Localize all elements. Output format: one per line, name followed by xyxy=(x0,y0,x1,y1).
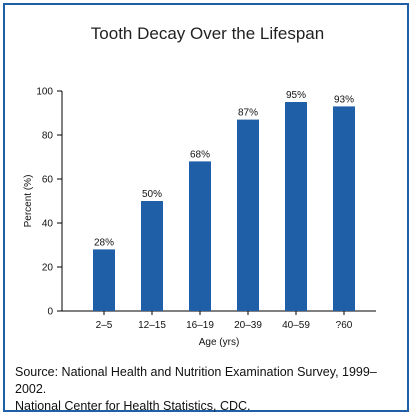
x-tick-labels: 2–5 12–15 16–19 20–39 40–59 ?60 xyxy=(96,311,353,331)
y-tick-label: 0 xyxy=(47,307,53,318)
y-axis-title: Percent (%) xyxy=(23,175,34,228)
chart-title: Tooth Decay Over the Lifespan xyxy=(90,24,325,43)
bar xyxy=(189,161,211,311)
bar xyxy=(141,201,163,311)
source-line-2: National Center for Health Statistics, C… xyxy=(15,399,251,413)
bar xyxy=(333,106,355,312)
data-label: 68% xyxy=(190,149,210,160)
x-tick-label: 16–19 xyxy=(186,320,214,331)
y-tick-label: 20 xyxy=(42,263,54,274)
data-label: 50% xyxy=(142,189,162,200)
source-note: Source: National Health and Nutrition Ex… xyxy=(15,364,405,415)
x-tick-label: 12–15 xyxy=(138,320,166,331)
y-tick-label: 60 xyxy=(42,175,54,186)
data-label: 93% xyxy=(334,94,354,105)
data-labels: 28% 50% 68% 87% 95% 93% xyxy=(94,90,354,248)
x-tick-label: 20–39 xyxy=(234,320,262,331)
data-label: 87% xyxy=(238,108,258,119)
y-tick-label: 40 xyxy=(42,219,54,230)
x-tick-label: 40–59 xyxy=(282,320,310,331)
bar xyxy=(93,249,115,311)
y-tick-labels: 0 20 40 60 80 100 xyxy=(36,87,62,318)
bar xyxy=(237,119,259,311)
bar-chart: 0 20 40 60 80 100 28% 50% 68% 87% 95% 93% 2–5 12–15… xyxy=(23,87,376,348)
data-label: 28% xyxy=(94,237,114,248)
y-tick-label: 80 xyxy=(42,131,54,142)
x-axis-title: Age (yrs) xyxy=(199,337,240,348)
bar xyxy=(285,102,307,311)
bars xyxy=(93,102,355,312)
x-tick-label: ?60 xyxy=(336,320,353,331)
data-label: 95% xyxy=(286,90,306,101)
y-tick-label: 100 xyxy=(36,87,53,98)
source-line-1: Source: National Health and Nutrition Ex… xyxy=(15,365,377,396)
x-tick-label: 2–5 xyxy=(96,320,113,331)
